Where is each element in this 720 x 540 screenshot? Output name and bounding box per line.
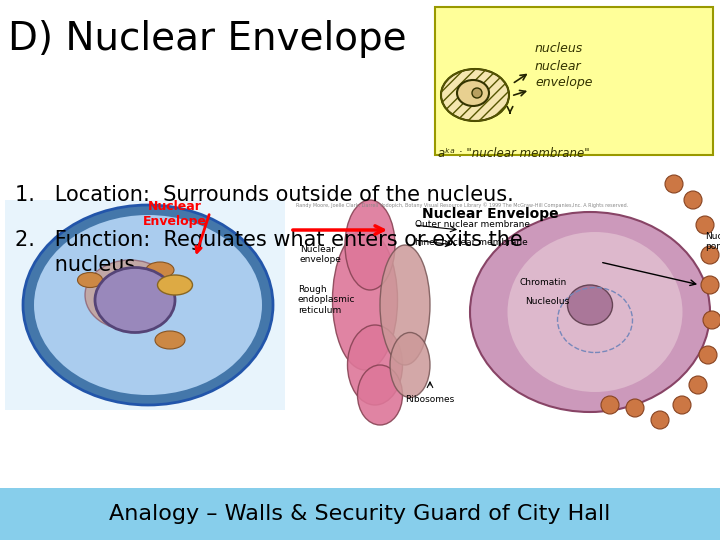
Ellipse shape [470, 212, 710, 412]
Circle shape [684, 191, 702, 209]
Bar [435, 7, 713, 155]
Text: Rough
endoplasmic
reticulum: Rough endoplasmic reticulum [298, 285, 356, 315]
Ellipse shape [333, 230, 397, 370]
Text: Chromatin: Chromatin [520, 278, 567, 287]
Ellipse shape [146, 262, 174, 278]
Circle shape [703, 311, 720, 329]
Text: Nuclear
envelope: Nuclear envelope [300, 245, 342, 265]
Ellipse shape [345, 200, 395, 290]
Text: Nuclear Envelope: Nuclear Envelope [422, 207, 558, 221]
Text: Nuclear
Envelope: Nuclear Envelope [143, 200, 207, 228]
Text: Nuclear
pore: Nuclear pore [705, 232, 720, 252]
Circle shape [651, 411, 669, 429]
Text: nucleus.: nucleus. [15, 255, 142, 275]
Ellipse shape [95, 267, 175, 333]
Circle shape [696, 216, 714, 234]
Text: Randy Moore, Joelle Clark, Darrell Vodopich, Botany Visual Resource Library © 19: Randy Moore, Joelle Clark, Darrell Vodop… [296, 202, 629, 207]
Circle shape [701, 246, 719, 264]
Ellipse shape [348, 325, 402, 405]
Ellipse shape [34, 215, 262, 395]
Circle shape [701, 276, 719, 294]
Ellipse shape [390, 333, 430, 397]
Text: Inner nuclear membrane: Inner nuclear membrane [415, 238, 528, 247]
Bar [5, 200, 285, 410]
Text: D) Nuclear Envelope: D) Nuclear Envelope [8, 20, 407, 58]
Text: 1.   Location:  Surrounds outside of the nucleus.: 1. Location: Surrounds outside of the nu… [15, 185, 514, 205]
Text: Outer nuclear membrane: Outer nuclear membrane [415, 220, 530, 229]
Text: Ribosomes: Ribosomes [405, 395, 454, 404]
Ellipse shape [358, 365, 402, 425]
Text: Analogy – Walls & Security Guard of City Hall: Analogy – Walls & Security Guard of City… [109, 504, 611, 524]
Text: envelope: envelope [535, 76, 593, 89]
Bar [295, 200, 715, 410]
Circle shape [689, 376, 707, 394]
Ellipse shape [457, 80, 489, 106]
Ellipse shape [508, 232, 683, 392]
Ellipse shape [23, 205, 273, 405]
Ellipse shape [567, 285, 613, 325]
Ellipse shape [155, 331, 185, 349]
Ellipse shape [441, 69, 509, 121]
Text: Nucleolus: Nucleolus [525, 297, 570, 306]
Ellipse shape [78, 273, 102, 287]
Ellipse shape [85, 260, 175, 330]
Circle shape [665, 175, 683, 193]
Text: aᵏᵃ : "nuclear membrane": aᵏᵃ : "nuclear membrane" [438, 147, 590, 160]
Ellipse shape [380, 245, 430, 365]
Circle shape [601, 396, 619, 414]
Bar [0, 488, 720, 540]
Circle shape [673, 396, 691, 414]
Circle shape [626, 399, 644, 417]
Text: nucleus: nucleus [535, 42, 583, 55]
Text: 2.   Function:  Regulates what enters or exits the: 2. Function: Regulates what enters or ex… [15, 230, 523, 250]
Circle shape [472, 88, 482, 98]
Ellipse shape [158, 275, 192, 295]
Text: nuclear: nuclear [535, 60, 582, 73]
Circle shape [699, 346, 717, 364]
